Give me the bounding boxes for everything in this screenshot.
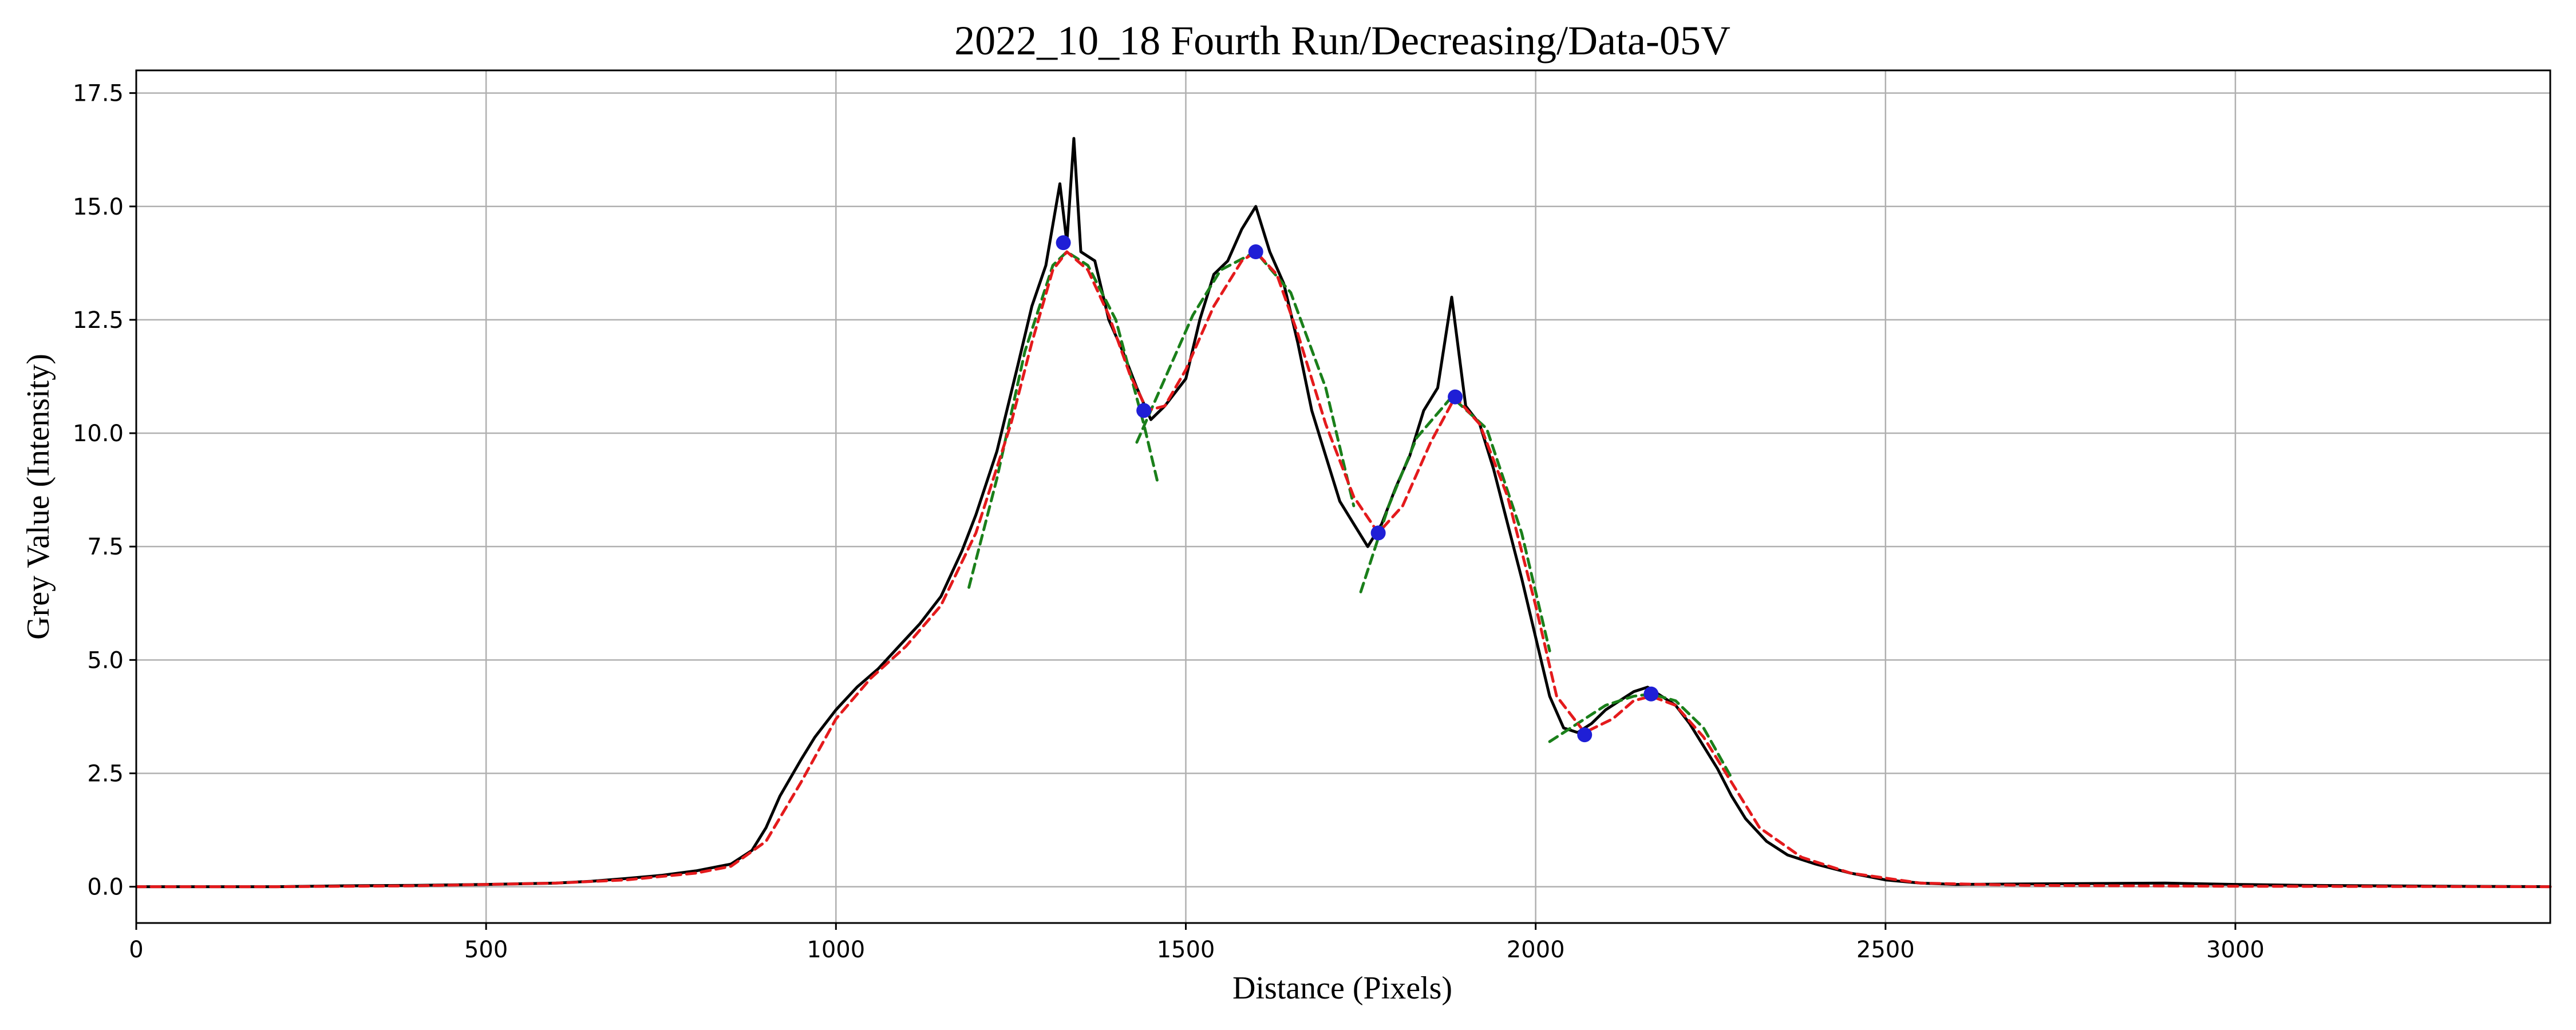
peak-marker: [1643, 686, 1659, 702]
x-tick-label: 2000: [1507, 937, 1565, 963]
peak-marker: [1448, 389, 1463, 405]
ticks: 0 500 1000 1500 2000 2500 3000 0.0 2.5 5.0 7.5 10.0…: [73, 81, 2265, 963]
peak-fit-line: [1548, 692, 1733, 779]
plot-frame: [135, 69, 2551, 924]
peaks-layer: [1056, 235, 1659, 743]
peak-marker: [1136, 403, 1152, 418]
x-tick-label: 1500: [1157, 937, 1215, 963]
y-tick-label: 7.5: [87, 534, 124, 560]
y-tick-label: 2.5: [87, 760, 124, 787]
x-tick-label: 500: [464, 937, 508, 963]
peak-marker: [1248, 244, 1263, 260]
x-tick-label: 0: [129, 937, 143, 963]
chart-title: 2022_10_18 Fourth Run/Decreasing/Data-05…: [954, 18, 1730, 64]
y-axis-label: Grey Value (Intensity): [21, 354, 56, 640]
x-tick-label: 2500: [1856, 937, 1915, 963]
smoothed-line: [135, 250, 2552, 889]
peak-marker: [1056, 235, 1071, 251]
y-tick-label: 15.0: [73, 194, 124, 220]
peak-fit-line: [1135, 250, 1356, 508]
raw-intensity-line: [135, 137, 2552, 889]
y-tick-label: 5.0: [87, 647, 124, 674]
y-tick-label: 12.5: [73, 307, 124, 334]
y-tick-label: 10.0: [73, 421, 124, 447]
x-tick-label: 1000: [807, 937, 865, 963]
x-axis-label: Distance (Pixels): [1232, 970, 1452, 1006]
y-tick-label: 0.0: [87, 874, 124, 901]
peak-marker: [1370, 525, 1386, 541]
y-tick-label: 17.5: [73, 81, 124, 107]
peak-marker: [1577, 727, 1593, 743]
x-tick-label: 3000: [2206, 937, 2265, 963]
grid: [135, 70, 2550, 923]
